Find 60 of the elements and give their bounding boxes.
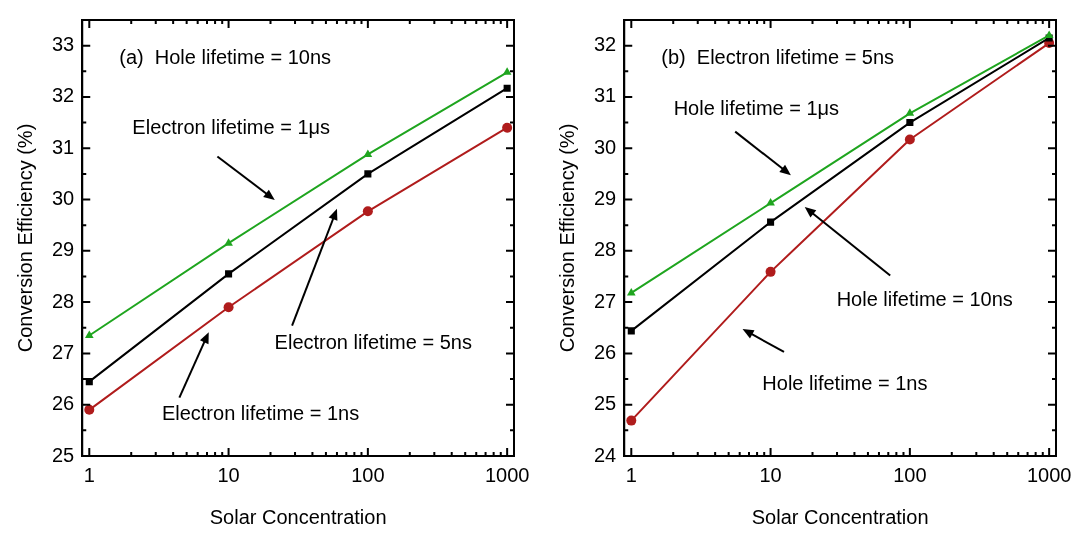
text: (a) Hole lifetime = 10ns <box>119 45 332 68</box>
y-axis-title: Conversion Efficiency (%) <box>555 123 578 353</box>
annotation: Electron lifetime = 5ns <box>274 331 472 354</box>
y-tick-label: 31 <box>52 135 75 158</box>
point <box>223 302 234 313</box>
y-axis-title: Conversion Efficiency (%) <box>13 123 36 353</box>
point <box>85 378 93 386</box>
x-tick-label: 1 <box>83 463 95 486</box>
annotation: Electron lifetime = 1μs <box>132 116 331 139</box>
point <box>225 270 233 278</box>
point <box>626 287 636 296</box>
x-tick-label: 100 <box>351 463 385 486</box>
point <box>906 119 914 127</box>
x-tick-label: 10 <box>217 463 240 486</box>
point <box>765 266 776 277</box>
y-tick-label: 29 <box>594 187 617 210</box>
point <box>84 404 95 415</box>
text: (b) Electron lifetime = 5ns <box>661 45 895 68</box>
y-tick-label: 28 <box>594 238 617 261</box>
y-tick-label: 30 <box>52 187 75 210</box>
x-axis-title: Solar Concentration <box>751 505 929 528</box>
point <box>627 327 635 335</box>
point <box>364 170 372 178</box>
y-tick-label: 32 <box>594 33 617 56</box>
y-tick-label: 27 <box>594 289 617 312</box>
y-tick-label: 30 <box>594 135 617 158</box>
point <box>766 198 775 206</box>
point <box>1044 30 1054 38</box>
x-tick-label: 10 <box>759 463 782 486</box>
y-tick-label: 29 <box>52 238 75 261</box>
annotation: Hole lifetime = 10ns <box>836 288 1013 311</box>
y-tick-label: 24 <box>594 443 617 466</box>
x-tick-label: 1 <box>625 463 637 486</box>
point <box>84 330 94 338</box>
y-tick-label: 33 <box>52 33 75 56</box>
x-axis-title: Solar Concentration <box>209 505 387 528</box>
y-tick-label: 27 <box>52 340 75 363</box>
y-tick-label: 26 <box>52 392 75 415</box>
x-tick-label: 1000 <box>1026 463 1072 486</box>
point <box>224 238 233 246</box>
x-tick-label: 100 <box>893 463 927 486</box>
point <box>362 206 373 217</box>
point <box>363 149 373 157</box>
y-tick-label: 31 <box>594 84 617 107</box>
annotation: Hole lifetime = 1ns <box>762 372 928 395</box>
point <box>502 122 513 133</box>
y-tick-label: 25 <box>594 392 617 415</box>
y-tick-label: 26 <box>594 340 617 363</box>
point <box>904 134 915 145</box>
point <box>905 108 915 116</box>
annotation: Electron lifetime = 1ns <box>161 401 360 424</box>
y-tick-label: 28 <box>52 289 75 312</box>
point <box>503 84 511 92</box>
y-tick-label: 25 <box>52 443 75 466</box>
point <box>767 218 775 226</box>
point <box>502 67 512 75</box>
point <box>626 415 637 426</box>
y-tick-label: 32 <box>52 84 75 107</box>
x-tick-label: 1000 <box>484 463 530 486</box>
annotation: Hole lifetime = 1μs <box>673 97 840 120</box>
